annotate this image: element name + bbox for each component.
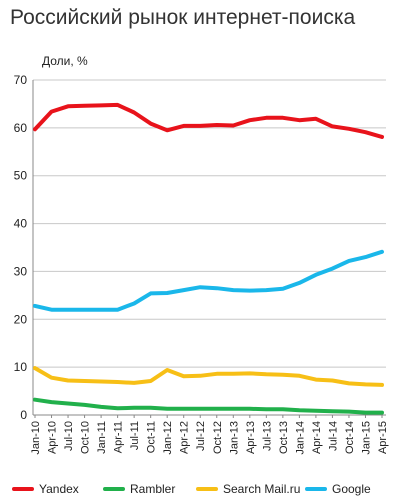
legend-swatch xyxy=(305,487,327,491)
legend-item: Rambler xyxy=(103,480,175,498)
x-tick-label: Jan-14 xyxy=(294,421,306,455)
legend-item: Google xyxy=(305,480,371,498)
y-tick-label: 30 xyxy=(14,264,28,278)
x-tick-label: Jul-13 xyxy=(261,421,273,451)
x-tick-label: Jan-13 xyxy=(228,421,240,455)
y-tick-label: 40 xyxy=(14,217,28,231)
series-line-rambler xyxy=(33,397,384,415)
line-chart: 0 10 20 30 40 50 60 70 Jan-10 Apr-10 Jul-10 Oct-10 J… xyxy=(14,73,389,455)
x-tick-label: Jul-12 xyxy=(195,421,207,451)
x-tick-label: Jul-10 xyxy=(63,421,75,451)
x-tick-label: Oct-10 xyxy=(80,421,92,454)
series-line-yandex xyxy=(33,102,384,139)
y-axis-label: Доли, % xyxy=(42,54,88,68)
legend-swatch xyxy=(12,487,34,491)
x-tick-label: Apr-11 xyxy=(113,421,125,453)
x-tick-label: Jul-14 xyxy=(327,421,339,451)
legend-swatch xyxy=(103,487,125,491)
y-tick-label: 10 xyxy=(14,360,28,374)
x-tick-label: Oct-13 xyxy=(278,421,290,454)
legend-label: Yandex xyxy=(39,482,79,496)
y-tick-label: 50 xyxy=(14,169,28,183)
series-line-google xyxy=(33,249,384,312)
legend-item: Yandex xyxy=(12,480,79,498)
x-tick-label: Jan-15 xyxy=(360,421,372,455)
legend-swatch xyxy=(196,487,218,491)
x-tick-label: Apr-13 xyxy=(245,421,257,454)
x-tick-label: Apr-12 xyxy=(179,421,191,454)
x-tick-label: Jan-10 xyxy=(30,421,42,455)
y-tick-label: 70 xyxy=(14,73,28,87)
y-tick-label: 0 xyxy=(20,408,27,422)
x-tick-label: Jan-11 xyxy=(96,421,108,454)
legend-label: Rambler xyxy=(130,482,176,496)
y-tick-label: 60 xyxy=(14,121,28,135)
chart-title: Российский рынок интернет-поиска xyxy=(10,6,356,29)
x-tick-label: Oct-14 xyxy=(344,421,356,454)
x-tick-label: Jul-11 xyxy=(129,421,141,450)
x-tick-label: Oct-11 xyxy=(146,421,158,453)
x-tick-label: Apr-14 xyxy=(311,421,323,454)
legend-item: Search Mail.ru xyxy=(196,480,300,498)
x-tick-label: Apr-15 xyxy=(377,421,389,454)
legend-label: Google xyxy=(332,482,371,496)
x-tick-label: Jan-12 xyxy=(162,421,174,455)
y-tick-label: 20 xyxy=(14,312,28,326)
x-tick-label: Oct-12 xyxy=(212,421,224,454)
series-line-search-mail-ru xyxy=(33,366,384,387)
chart-legend: Yandex Rambler Search Mail.ru Google xyxy=(0,480,400,498)
x-tick-label: Apr-10 xyxy=(47,421,59,454)
legend-label: Search Mail.ru xyxy=(223,482,301,496)
